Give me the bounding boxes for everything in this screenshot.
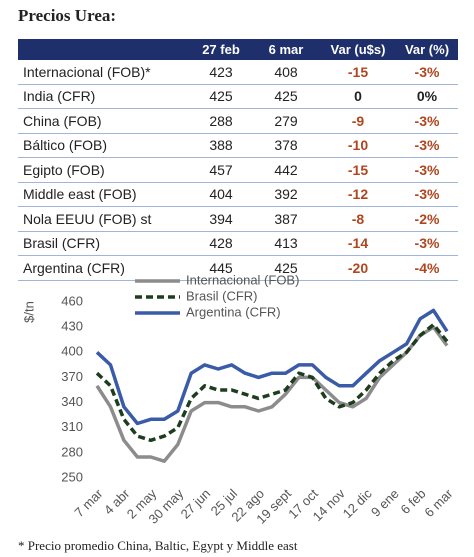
table-cell: -12 xyxy=(347,186,369,203)
table-cell: Internacional (FOB)* xyxy=(23,63,151,80)
table-row: India (CFR) 425 425 0 0% xyxy=(18,85,458,109)
table-cell: -3% xyxy=(414,186,440,203)
table-cell: 425 xyxy=(209,88,233,105)
table-cell: -15 xyxy=(347,161,369,178)
table-cell: Brasil (CFR) xyxy=(23,235,100,252)
table-row: Egipto (FOB) 457 442 -15 -3% xyxy=(18,158,458,183)
legend-label: Internacional (FOB) xyxy=(186,272,299,287)
table-cell: -4% xyxy=(414,259,440,276)
series-line xyxy=(95,322,449,443)
legend-label: Argentina (CFR) xyxy=(186,304,281,319)
header-cell: Var (%) xyxy=(404,42,450,57)
table-row: Middle east (FOB) 404 392 -12 -3% xyxy=(18,183,458,207)
footnote: * Precio promedio China, Baltic, Egypt y… xyxy=(18,538,298,553)
price-table: 27 feb 6 mar Var (u$s) Var (%) Internacional… xyxy=(18,39,458,281)
table-cell: 428 xyxy=(209,235,233,252)
y-tick-label: 430 xyxy=(61,319,83,334)
table-cell: 392 xyxy=(274,186,298,203)
y-tick-label: 400 xyxy=(61,344,83,359)
table-cell: 408 xyxy=(274,63,298,80)
table-cell: 378 xyxy=(274,137,298,154)
x-tick-label: 7 mar xyxy=(71,485,106,520)
header-cell: 6 mar xyxy=(268,42,304,57)
table-cell: 387 xyxy=(274,210,298,227)
table-cell: 394 xyxy=(209,210,233,227)
series-line xyxy=(95,325,449,463)
table-cell: 404 xyxy=(209,186,233,203)
table-cell: 0% xyxy=(416,88,438,105)
table-cell: 413 xyxy=(274,235,298,252)
header-row: 27 feb 6 mar Var (u$s) Var (%) xyxy=(18,39,458,60)
title: Precios Urea: xyxy=(18,6,117,25)
y-tick-label: 310 xyxy=(61,419,83,434)
table-cell: 445 xyxy=(209,259,233,276)
x-tick-label: 27 jun xyxy=(178,486,214,522)
table-row: China (FOB) 288 279 -9 -3% xyxy=(18,109,458,134)
table-row: Argentina (CFR) 445 425 -20 -4% xyxy=(18,256,458,281)
table-row: Báltico (FOB) 388 378 -10 -3% xyxy=(18,134,458,158)
table-cell: Báltico (FOB) xyxy=(23,137,108,154)
y-tick-label: 370 xyxy=(61,369,83,384)
table-row: Brasil (CFR) 428 413 -14 -3% xyxy=(18,232,458,256)
table-cell: Nola EEUU (FOB) st xyxy=(23,210,152,227)
table-cell: -15 xyxy=(347,63,369,80)
table-cell: 425 xyxy=(274,88,298,105)
y-tick-label: 340 xyxy=(61,394,83,409)
series-line xyxy=(95,308,449,426)
table-cell: -14 xyxy=(347,235,369,252)
y-tick-label: 280 xyxy=(61,444,83,459)
table-row: Nola EEUU (FOB) st 394 387 -8 -2% xyxy=(18,207,458,232)
table-cell: China (FOB) xyxy=(23,112,102,129)
table-row: Internacional (FOB)* 423 408 -15 -3% xyxy=(18,60,458,85)
header-cell: Var (u$s) xyxy=(330,42,386,57)
y-tick-label: 460 xyxy=(61,293,83,308)
table-cell: -9 xyxy=(351,112,365,129)
table-cell: 288 xyxy=(209,112,233,129)
table-cell: 457 xyxy=(209,161,233,178)
y-tick-label: 250 xyxy=(61,469,83,484)
x-tick-label: 12 dic xyxy=(340,486,375,521)
table-cell: -20 xyxy=(347,259,369,276)
table-cell: 442 xyxy=(274,161,298,178)
table-cell: -3% xyxy=(414,112,440,129)
table-cell: -3% xyxy=(414,161,440,178)
table-cell: -10 xyxy=(347,137,369,154)
table-cell: 425 xyxy=(274,259,298,276)
table-cell: -3% xyxy=(414,137,440,154)
table-cell: -3% xyxy=(414,63,440,80)
legend-label: Brasil (CFR) xyxy=(186,288,258,303)
table-cell: 279 xyxy=(274,112,298,129)
x-tick-label: 9 ene xyxy=(368,486,402,520)
x-tick-label: 6 mar xyxy=(421,485,456,520)
table-cell: 423 xyxy=(209,63,233,80)
y-axis-label: $/tn xyxy=(21,301,36,323)
table-cell: Middle east (FOB) xyxy=(23,186,137,203)
table-cell: Argentina (CFR) xyxy=(23,259,125,276)
table-cell: India (CFR) xyxy=(23,88,96,105)
table-cell: -3% xyxy=(414,235,440,252)
table-cell: 388 xyxy=(209,137,233,154)
header-cell: 27 feb xyxy=(202,42,240,57)
table-cell: Egipto (FOB) xyxy=(23,161,105,178)
table-cell: 0 xyxy=(354,88,362,105)
table-cell: -2% xyxy=(414,210,440,227)
table-cell: -8 xyxy=(351,210,365,227)
